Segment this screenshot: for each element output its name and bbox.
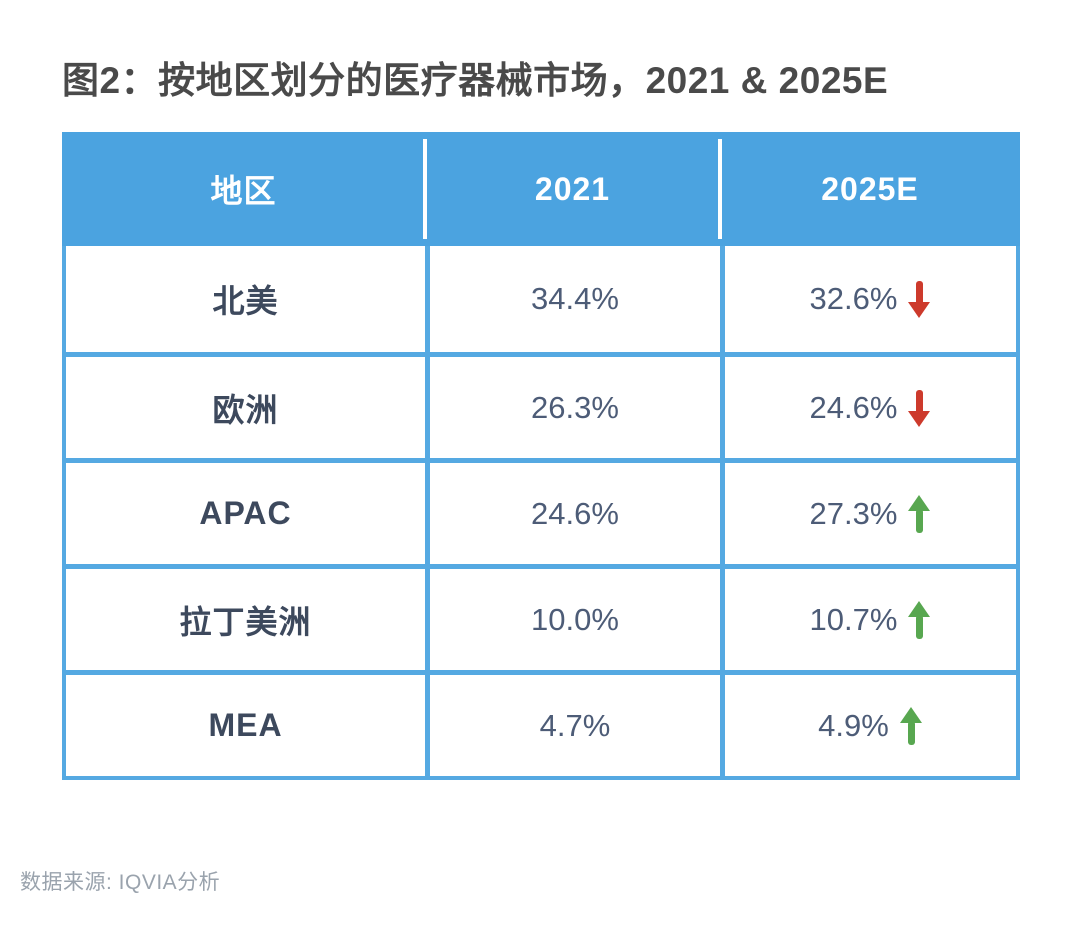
value-2025-cell: 32.6% <box>720 246 1016 352</box>
table-row: 北美 34.4% 32.6% <box>66 246 1016 352</box>
value-2021-cell: 4.7% <box>425 675 720 776</box>
trend-arrow-icon <box>907 279 931 319</box>
region-cell: 北美 <box>212 283 279 319</box>
table-header-row: 地区 2021 2025E <box>62 132 1020 246</box>
trend-arrow-icon <box>899 706 923 746</box>
region-cell: MEA <box>208 707 283 743</box>
value-2025-text: 4.9% <box>818 707 889 743</box>
value-2021-cell: 26.3% <box>425 357 720 458</box>
region-cell: 拉丁美洲 <box>179 603 312 640</box>
value-2025-cell: 24.6% <box>720 357 1016 458</box>
value-2021-cell: 10.0% <box>425 569 720 670</box>
page-title: 图2：按地区划分的医疗器械市场，2021 & 2025E <box>62 60 889 101</box>
trend-arrow-icon <box>907 600 931 640</box>
trend-arrow-icon <box>907 494 931 534</box>
value-2021-cell: 24.6% <box>425 463 720 564</box>
value-2025-text: 32.6% <box>809 281 898 316</box>
value-2025-text: 24.6% <box>809 389 898 425</box>
table-row: APAC 24.6% 27.3% <box>66 458 1016 564</box>
value-2025-text: 10.7% <box>809 601 898 637</box>
table-row: MEA 4.7% 4.9% <box>66 670 1016 776</box>
region-market-table: 地区 2021 2025E 北美 34.4% 32.6% 欧洲 26.3% 24… <box>62 132 1020 780</box>
header-cell-2025e: 2025E <box>821 170 919 207</box>
value-2025-cell: 10.7% <box>720 569 1016 670</box>
value-2025-cell: 27.3% <box>720 463 1016 564</box>
source-note: 数据来源: IQVIA分析 <box>20 871 221 894</box>
value-2021-cell: 34.4% <box>425 246 720 352</box>
region-cell: 欧洲 <box>212 391 279 428</box>
table-body: 北美 34.4% 32.6% 欧洲 26.3% 24.6% APAC 24.6%… <box>62 246 1020 780</box>
trend-arrow-icon <box>907 388 931 428</box>
header-cell-2021: 2021 <box>425 132 722 246</box>
header-cell-region: 地区 <box>62 132 427 246</box>
table-row: 欧洲 26.3% 24.6% <box>66 352 1016 458</box>
value-2025-cell: 4.9% <box>720 675 1016 776</box>
value-2025-text: 27.3% <box>809 495 898 531</box>
table-row: 拉丁美洲 10.0% 10.7% <box>66 564 1016 670</box>
region-cell: APAC <box>199 495 292 531</box>
